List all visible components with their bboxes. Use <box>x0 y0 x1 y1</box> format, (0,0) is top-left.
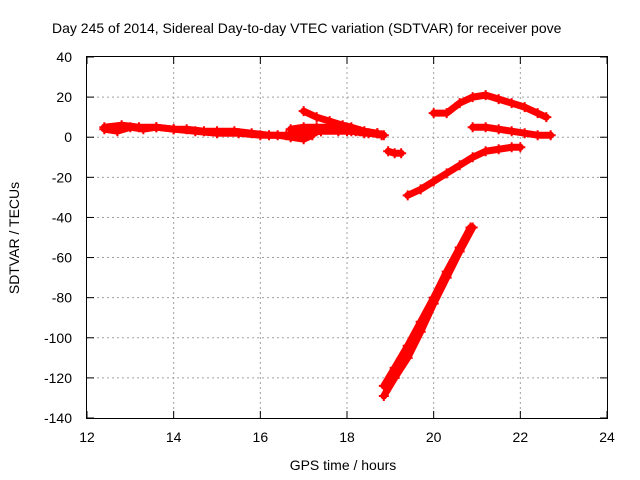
data-point <box>467 152 478 163</box>
series-pass-11 <box>378 222 478 401</box>
series-pass-8 <box>467 122 556 141</box>
data-point <box>467 92 478 103</box>
data-point <box>454 98 465 109</box>
data-point <box>493 94 504 105</box>
y-tick-label: 40 <box>56 49 72 65</box>
data-point <box>441 272 452 283</box>
data-point <box>515 142 526 153</box>
y-tick-label: -120 <box>44 370 72 386</box>
series-trace <box>430 91 550 121</box>
data-point <box>532 130 543 141</box>
x-axis-label: GPS time / hours <box>290 457 397 473</box>
data-point <box>378 390 389 401</box>
data-point <box>255 130 266 141</box>
data-point <box>506 126 517 137</box>
axis-ticks: 12 14 16 18 20 22 24 -140 -120 -100 -80 -60 -40 -20 0 2… <box>44 49 615 445</box>
x-tick-label: 14 <box>166 429 182 445</box>
chart-title: Day 245 of 2014, Sidereal Day-to-day VTE… <box>52 20 562 36</box>
data-point <box>290 126 300 137</box>
data-point <box>402 190 413 201</box>
y-tick-label: -40 <box>52 209 72 225</box>
y-tick-label: -60 <box>52 250 72 266</box>
data-point <box>372 128 383 139</box>
series-pass-7 <box>428 90 552 123</box>
data-point <box>480 146 491 157</box>
y-tick-label: -100 <box>44 330 72 346</box>
data-point <box>402 352 413 363</box>
data-point <box>396 148 407 159</box>
data-point <box>532 108 543 119</box>
data-point <box>545 130 556 141</box>
data-point <box>480 122 491 133</box>
series-pass-6 <box>383 146 407 159</box>
data-point <box>233 128 244 139</box>
data-point <box>428 176 439 187</box>
data-point <box>506 98 517 109</box>
y-tick-label: 20 <box>56 89 72 105</box>
data-point <box>415 326 426 337</box>
grid-lines <box>87 57 607 418</box>
data-point <box>151 122 162 133</box>
data-point <box>355 126 365 137</box>
x-tick-label: 22 <box>513 429 529 445</box>
x-tick-label: 12 <box>79 429 95 445</box>
data-point <box>389 372 400 383</box>
data-point <box>493 124 504 135</box>
data-point <box>428 298 439 309</box>
data-point <box>383 146 394 157</box>
data-point <box>415 184 426 195</box>
data-points <box>99 90 556 401</box>
data-point <box>519 102 530 113</box>
data-point <box>441 108 452 119</box>
y-tick-label: -80 <box>52 290 72 306</box>
series-pass-9 <box>402 142 526 201</box>
data-point <box>168 124 179 135</box>
data-point <box>324 116 335 127</box>
data-point <box>454 246 465 257</box>
data-point <box>311 112 322 123</box>
data-point <box>441 168 452 179</box>
y-tick-label: 0 <box>64 129 72 145</box>
data-point <box>303 128 313 139</box>
y-axis-label: SDTVAR / TECUs <box>6 182 22 294</box>
data-point <box>541 112 552 123</box>
data-point <box>454 160 465 171</box>
data-point <box>506 142 517 153</box>
data-point <box>190 126 201 137</box>
data-point <box>467 122 478 133</box>
data-point <box>99 122 110 133</box>
y-tick-label: -20 <box>52 169 72 185</box>
data-point <box>428 108 439 119</box>
series-trace <box>380 223 477 400</box>
data-point <box>134 122 144 133</box>
x-tick-label: 18 <box>339 429 355 445</box>
x-tick-label: 24 <box>599 429 615 445</box>
plot-frame <box>86 56 608 419</box>
data-point <box>342 126 352 137</box>
data-point <box>116 120 127 131</box>
series-trace <box>404 143 524 199</box>
data-point <box>316 126 326 137</box>
data-point <box>212 128 222 139</box>
data-point <box>519 128 530 139</box>
x-tick-label: 16 <box>253 429 269 445</box>
series-pass-5 <box>290 124 365 139</box>
x-tick-label: 20 <box>426 429 442 445</box>
data-point <box>298 106 309 117</box>
data-point <box>480 90 491 101</box>
data-point <box>272 130 283 141</box>
data-point <box>329 124 339 135</box>
y-tick-label: -140 <box>44 410 72 426</box>
data-point <box>467 222 478 233</box>
data-point <box>493 144 504 155</box>
